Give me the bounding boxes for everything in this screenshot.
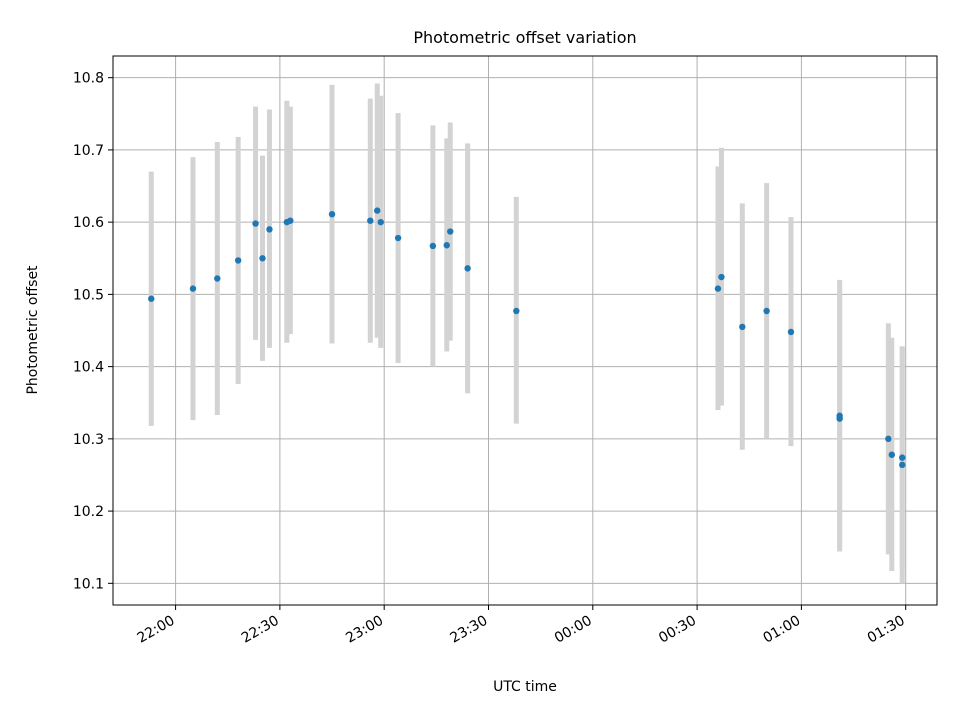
data-point [367, 217, 374, 224]
x-tick-label: 23:30 [448, 613, 491, 647]
data-point [394, 234, 402, 242]
data-point [718, 273, 725, 281]
y-tick-label: 10.1 [73, 576, 104, 592]
x-tick-label: 01:30 [865, 613, 908, 647]
data-point [714, 285, 722, 292]
grid [113, 56, 937, 605]
x-tick-label: 22:00 [135, 613, 178, 647]
plot-frame [112, 55, 938, 606]
data-point [377, 218, 384, 226]
data-point [513, 307, 520, 315]
data-point [266, 226, 273, 233]
y-axis-label: Photometric offset [25, 265, 41, 395]
data-point [374, 207, 381, 214]
y-tick-label: 10.6 [73, 215, 104, 231]
y-tick-label: 10.3 [73, 432, 104, 448]
data-point [287, 217, 294, 224]
x-tick-label: 00:00 [552, 613, 595, 647]
data-point [234, 257, 242, 264]
x-axis: 22:00 22:30 23:00 23:30 00:00 00:30 01:00 01:30 [135, 605, 908, 647]
data-point [189, 285, 197, 292]
data-point [328, 210, 336, 218]
data-point [836, 415, 843, 422]
x-tick-label: 23:00 [343, 613, 386, 647]
data-point [447, 228, 454, 235]
data-point [429, 242, 437, 250]
data-point [443, 242, 450, 249]
x-tick-label: 01:00 [760, 613, 803, 647]
x-tick-label: 00:30 [656, 613, 699, 647]
chart-title: Photometric offset variation [413, 28, 636, 47]
data-point [464, 265, 471, 272]
data-point [214, 275, 221, 282]
data-point [899, 461, 906, 469]
data-point [259, 255, 266, 262]
data-point [252, 220, 259, 227]
y-tick-label: 10.8 [73, 71, 104, 87]
data-point [739, 323, 746, 331]
data-points [148, 207, 906, 469]
y-tick-label: 10.4 [73, 360, 104, 376]
x-tick-label: 22:30 [239, 613, 282, 647]
x-axis-label: UTC time [493, 679, 557, 695]
y-tick-label: 10.7 [73, 143, 104, 159]
data-point [899, 454, 906, 461]
data-point [148, 295, 155, 302]
data-point [787, 328, 795, 336]
y-tick-label: 10.5 [73, 287, 104, 303]
y-axis: 10.1 10.2 10.3 10.4 10.5 10.6 10.7 10.8 [73, 71, 113, 592]
data-point [763, 307, 770, 315]
data-point [888, 451, 896, 458]
y-tick-label: 10.2 [73, 504, 104, 520]
data-point [885, 435, 892, 443]
